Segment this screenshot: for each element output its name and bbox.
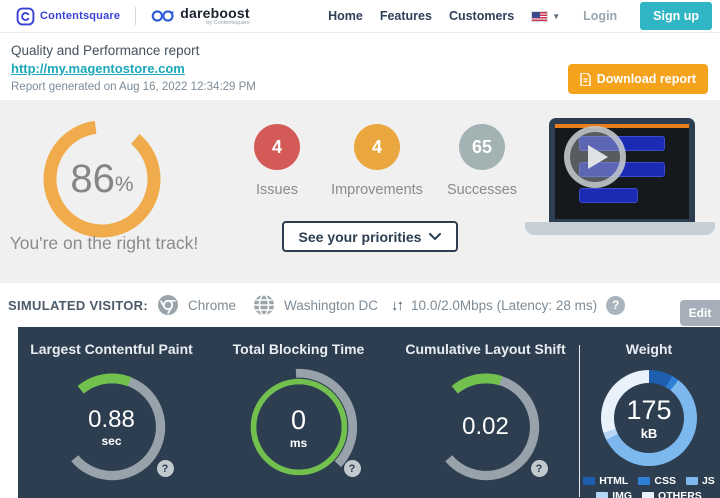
visitor-location: Washington DC (284, 297, 379, 313)
report-info-bar: Quality and Performance report http://my… (0, 34, 720, 100)
bandwidth-arrows-icon: ↓↑ (391, 296, 404, 314)
chevron-down-icon (429, 233, 442, 240)
dareboost-logo-icon (151, 10, 174, 22)
legend-img: IMG (596, 490, 632, 498)
tbt-help-icon[interactable]: ? (343, 460, 361, 477)
score-counters: 4 Issues 4 Improvements 65 Successes (232, 124, 532, 198)
login-link[interactable]: Login (583, 9, 618, 23)
legend-others: OTHERS (642, 490, 702, 498)
score-hero-section: 86 % You're on the right track! 4 Issues… (0, 100, 720, 283)
overall-score-unit: % (114, 173, 134, 196)
tbt-gauge: 0 ms ? (237, 365, 361, 489)
report-title: Quality and Performance report (11, 43, 200, 58)
simulated-visitor-bar: SIMULATED VISITOR: Chrome Washington DC … (0, 283, 720, 327)
legend-css: CSS (638, 475, 676, 487)
css-color-swatch (638, 477, 651, 485)
issues-counter: 4 Issues (232, 124, 322, 198)
visitor-connection: 10.0/2.0Mbps (Latency: 28 ms) (411, 297, 598, 313)
globe-location-icon (254, 294, 274, 316)
web-vitals-panel: Largest Contentful Paint 0.88 sec ? Tota… (18, 327, 720, 498)
download-report-label: Download report (596, 72, 696, 86)
improvements-label: Improvements (331, 182, 423, 198)
laptop-screen-header (555, 124, 689, 128)
lcp-value: 0.88 (88, 406, 135, 433)
dareboost-logo[interactable]: dareboost by Contentsquare (151, 4, 250, 27)
contentsquare-logo-text: Contentsquare (40, 10, 121, 22)
lcp-title: Largest Contentful Paint (30, 341, 193, 357)
weight-metric: Weight 175 kB HTML CSS JS (579, 341, 719, 498)
cls-help-icon[interactable]: ? (530, 460, 548, 477)
simulated-visitor-label: SIMULATED VISITOR: (8, 297, 148, 313)
html-color-swatch (583, 477, 596, 485)
visitor-browser: Chrome (187, 297, 236, 313)
report-url-link[interactable]: http://my.magentostore.com (11, 61, 185, 76)
tbt-value: 0 (290, 404, 307, 435)
play-icon (587, 145, 608, 169)
lcp-metric: Largest Contentful Paint 0.88 sec ? (18, 341, 205, 498)
signup-button[interactable]: Sign up (640, 2, 712, 30)
issues-label: Issues (256, 182, 298, 198)
see-priorities-label: See your priorities (298, 228, 422, 245)
cls-value: 0.02 (462, 413, 509, 440)
pdf-file-icon (579, 72, 591, 86)
tbt-metric: Total Blocking Time 0 ms ? (205, 341, 392, 498)
score-message: You're on the right track! (9, 233, 199, 253)
others-color-swatch (642, 492, 655, 498)
weight-unit: kB (640, 426, 658, 441)
panel-divider (579, 345, 580, 497)
weight-donut-chart: 175 kB (601, 370, 697, 466)
language-selector[interactable]: ▼ (531, 10, 561, 22)
dareboost-logo-text: dareboost (180, 4, 250, 21)
weight-title: Weight (625, 341, 673, 357)
video-laptop-illustration (525, 112, 715, 240)
overall-score-value: 86 (70, 156, 115, 201)
chrome-browser-icon (157, 295, 178, 315)
js-color-swatch (685, 477, 698, 485)
legend-js: JS (685, 475, 715, 487)
overall-score-gauge: 86 % (37, 114, 167, 244)
lcp-unit: sec (101, 434, 122, 448)
video-play-button[interactable] (564, 126, 626, 188)
logo-divider (135, 7, 137, 25)
tbt-title: Total Blocking Time (232, 341, 365, 357)
cls-metric: Cumulative Layout Shift 0.02 ? (392, 341, 579, 498)
top-navigation-bar: Contentsquare dareboost by Contentsquare… (0, 0, 720, 33)
dareboost-byline: by Contentsquare (206, 19, 250, 26)
download-report-button[interactable]: Download report (567, 64, 708, 94)
chevron-down-icon: ▼ (552, 11, 561, 21)
contentsquare-logo-icon (16, 7, 35, 25)
successes-label: Successes (446, 182, 518, 198)
weight-donut-hole (614, 383, 684, 453)
img-color-swatch (596, 492, 609, 498)
contentsquare-logo[interactable]: Contentsquare (16, 7, 120, 26)
cls-gauge: 0.02 ? (424, 365, 548, 489)
brand-logos: Contentsquare dareboost by Contentsquare (16, 6, 250, 27)
tbt-unit: ms (289, 435, 308, 450)
edit-visitor-button[interactable]: Edit (680, 300, 720, 326)
successes-count-badge: 65 (459, 124, 505, 170)
lcp-help-icon[interactable]: ? (156, 460, 174, 477)
nav-features[interactable]: Features (379, 9, 432, 23)
improvements-count-badge: 4 (354, 124, 400, 170)
cls-title: Cumulative Layout Shift (405, 341, 566, 357)
weight-value: 175 (626, 395, 672, 425)
lcp-gauge: 0.88 sec ? (50, 365, 174, 489)
weight-legend: HTML CSS JS IMG OTHERS (579, 475, 719, 498)
successes-counter: 65 Successes (432, 124, 532, 198)
laptop-base (525, 222, 715, 235)
nav-customers[interactable]: Customers (448, 9, 515, 23)
improvements-counter: 4 Improvements (322, 124, 432, 198)
connection-help-icon[interactable]: ? (606, 295, 626, 315)
laptop-ui-button (579, 188, 639, 203)
main-nav: Home Features Customers ▼ Login Sign up (328, 2, 712, 30)
issues-count-badge: 4 (254, 124, 300, 170)
us-flag-icon (531, 10, 549, 22)
nav-home[interactable]: Home (328, 9, 363, 23)
legend-html: HTML (583, 475, 628, 487)
report-generated-text: Report generated on Aug 16, 2022 12:34:2… (11, 81, 256, 93)
see-priorities-button[interactable]: See your priorities (282, 221, 458, 252)
